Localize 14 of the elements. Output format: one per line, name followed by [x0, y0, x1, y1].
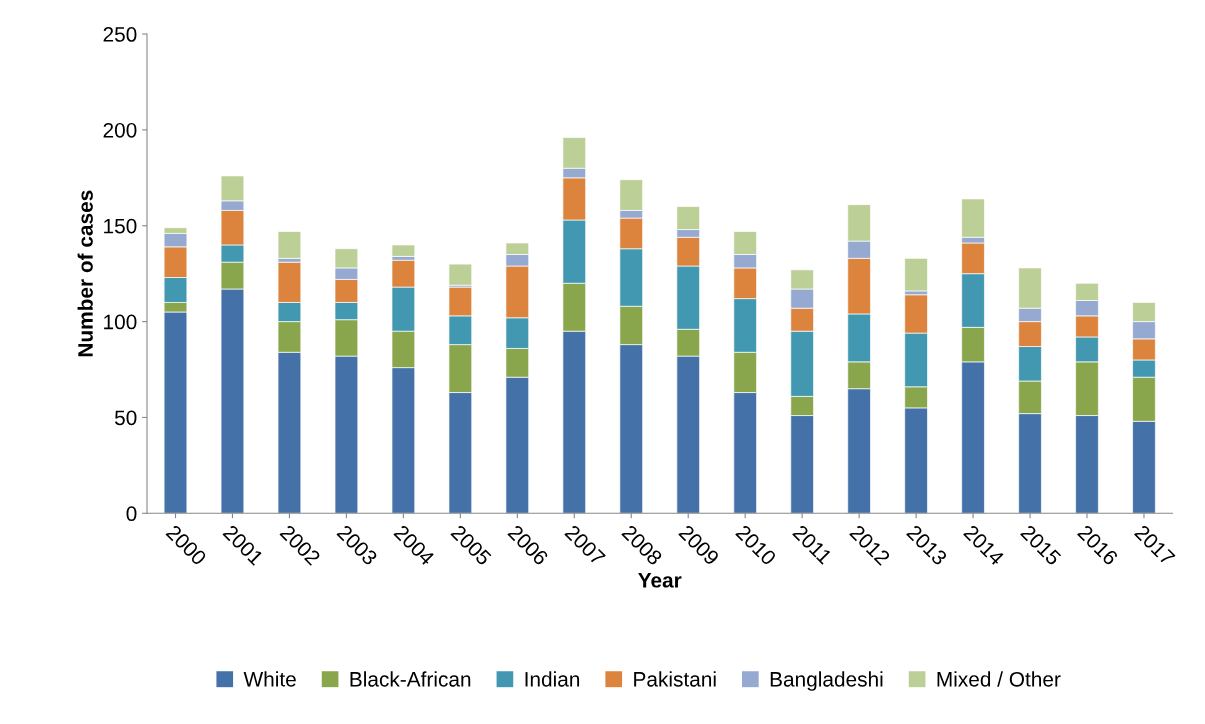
legend-label: Pakistani [634, 671, 716, 687]
legend-label: Black-African [350, 671, 471, 687]
y-tick-label: 100 [104, 314, 137, 330]
y-tick-label: 150 [104, 218, 137, 234]
y-tick-label: 0 [126, 506, 137, 522]
y-tick-label: 200 [103, 122, 137, 138]
y-tick-label: 250 [103, 27, 137, 42]
y-tick-label: 50 [114, 410, 137, 426]
y-axis-title: Number of cases [77, 190, 93, 357]
legend-label: Bangladeshi [770, 671, 883, 691]
legend-label: White [243, 671, 296, 687]
legend-label: Mixed / Other [937, 671, 1061, 687]
x-axis-title: Year [638, 573, 682, 588]
legend-label: Indian [525, 671, 580, 687]
